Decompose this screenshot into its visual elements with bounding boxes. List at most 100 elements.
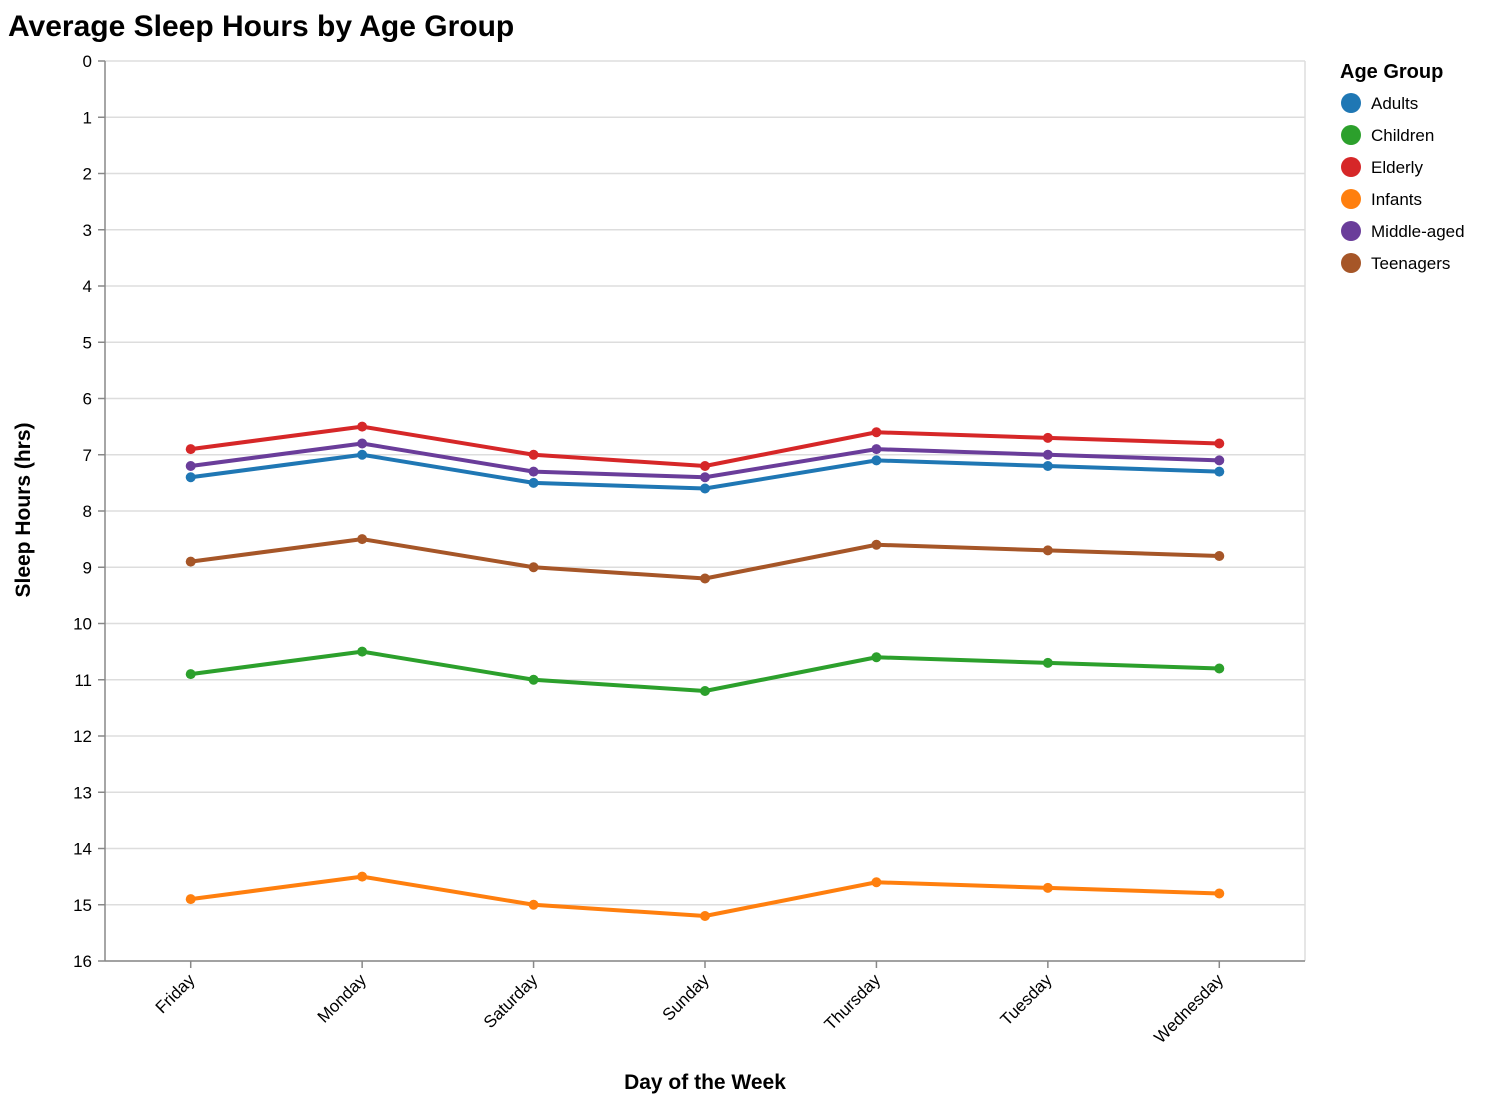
data-point-teenagers [1042,545,1053,556]
data-point-adults [871,455,882,466]
chart-title: Average Sleep Hours by Age Group [8,10,514,43]
data-point-children [700,686,710,696]
series-line-children [188,649,1222,693]
legend-label: Middle-aged [1371,222,1465,241]
data-point-elderly [1214,438,1225,449]
data-point-teenagers [700,573,710,584]
y-tick-label: 14 [73,840,92,859]
legend-item-middle-aged: Middle-aged [1341,221,1465,241]
data-point-infants [1214,888,1225,899]
series-line-infants [188,874,1222,918]
data-point-elderly [700,461,710,471]
legend-title: Age Group [1340,61,1443,83]
data-point-children [357,646,368,657]
series-teenagers [185,534,1225,584]
x-axis-title: Day of the Week [624,1071,786,1094]
series-infants [185,871,1225,921]
data-point-infants [185,894,196,905]
data-point-infants [700,911,710,921]
legend-item-children: Children [1341,125,1434,145]
y-tick-label: 15 [73,896,92,915]
data-point-middle-aged [871,444,882,455]
legend-label: Teenagers [1371,254,1450,273]
y-tick-label: 3 [83,221,92,240]
x-tick-label: Saturday [480,970,542,1032]
series-elderly [185,421,1225,471]
data-point-elderly [1042,432,1053,443]
data-point-middle-aged [528,466,539,477]
data-point-adults [528,477,539,488]
data-point-teenagers [528,562,539,573]
y-tick-label: 8 [83,502,92,521]
y-axis-title: Sleep Hours (hrs) [12,422,35,597]
series-adults [185,449,1225,494]
data-point-adults [1042,461,1053,471]
data-point-children [871,652,882,663]
legend: Age Group Adults Children Elderly Infants Mi… [1340,61,1465,273]
legend-label: Children [1371,126,1434,145]
data-point-middle-aged [1214,455,1225,466]
data-point-elderly [528,449,539,460]
legend-item-infants: Infants [1341,189,1422,209]
gridlines [105,60,1306,962]
series-middle-aged [185,438,1225,483]
data-point-adults [700,483,710,494]
x-tick-label: Monday [314,970,371,1027]
data-point-infants [1042,882,1053,893]
y-tick-label: 1 [83,108,92,127]
data-point-teenagers [185,556,196,567]
y-tick-label: 9 [83,558,92,577]
x-tick-label: Tuesday [997,970,1056,1029]
data-point-children [1042,657,1053,668]
data-point-elderly [357,421,368,432]
data-point-teenagers [1214,551,1225,561]
series-children [185,646,1225,696]
series-layer [185,421,1225,921]
y-tick-label: 13 [73,783,92,802]
data-point-children [528,674,539,685]
legend-label: Infants [1371,190,1422,209]
y-tick-label: 4 [83,277,92,296]
data-point-teenagers [357,534,368,545]
data-point-middle-aged [700,472,710,483]
legend-swatch [1341,157,1361,177]
x-tick-label: Sunday [659,970,714,1025]
legend-item-adults: Adults [1341,93,1418,113]
data-point-infants [871,877,882,888]
y-tick-label: 0 [83,52,92,71]
y-tick-label: 16 [73,952,92,971]
y-tick-label: 11 [74,671,92,690]
series-line-teenagers [188,537,1222,581]
data-point-infants [357,871,368,882]
legend-swatch [1341,189,1361,209]
data-point-elderly [185,444,196,455]
x-tick-label: Thursday [821,970,885,1034]
series-line-middle-aged [188,441,1222,480]
data-point-middle-aged [185,461,196,471]
legend-swatch [1341,221,1361,241]
data-point-middle-aged [357,438,368,449]
legend-swatch [1341,125,1361,145]
data-point-adults [185,472,196,483]
y-tick-label: 7 [83,446,92,465]
data-point-teenagers [871,539,882,550]
legend-label: Elderly [1371,158,1423,177]
data-point-infants [528,899,539,910]
y-tick-label: 6 [83,390,92,409]
y-tick-label: 2 [83,165,92,184]
legend-item-elderly: Elderly [1341,157,1423,177]
series-line-adults [188,452,1222,491]
y-tick-label: 10 [73,615,92,634]
y-tick-label: 5 [83,333,92,352]
x-tick-label: Friday [152,970,199,1017]
y-tick-label: 12 [73,727,92,746]
x-tick-label: Wednesday [1150,970,1227,1047]
legend-swatch [1341,253,1361,273]
legend-item-teenagers: Teenagers [1341,253,1450,273]
data-point-adults [1214,466,1225,477]
data-point-elderly [871,427,882,438]
legend-label: Adults [1371,94,1418,113]
data-point-children [1214,663,1225,674]
